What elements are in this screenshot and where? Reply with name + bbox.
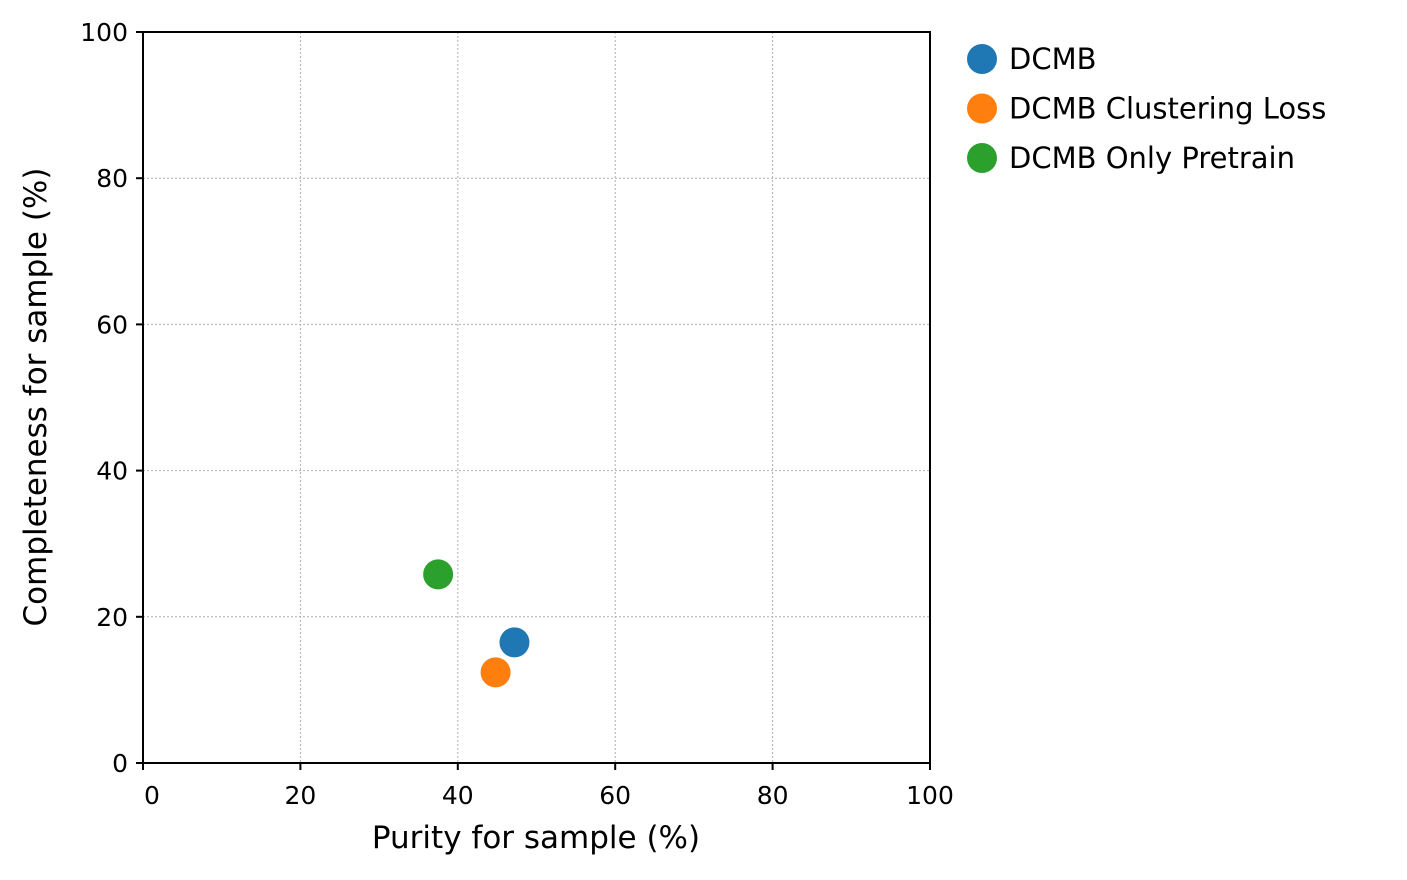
legend-label-dcmb-clustering-loss: DCMB Clustering Loss bbox=[1009, 92, 1326, 126]
legend-label-dcmb-only-pretrain: DCMB Only Pretrain bbox=[1009, 141, 1295, 175]
y-tick-label: 100 bbox=[80, 18, 128, 47]
x-axis-label: Purity for sample (%) bbox=[372, 820, 700, 856]
data-point-dcmb-clustering-loss bbox=[480, 657, 511, 688]
y-tick-label: 80 bbox=[96, 164, 128, 193]
legend-marker-dcmb-clustering-loss bbox=[967, 93, 997, 124]
x-tick-label: 100 bbox=[906, 781, 954, 810]
data-point-dcmb-only-pretrain bbox=[423, 559, 454, 590]
y-tick-label: 40 bbox=[96, 457, 128, 486]
plot-frame bbox=[142, 31, 931, 764]
legend: DCMB DCMB Clustering Loss DCMB Only Pretra… bbox=[967, 42, 1326, 175]
legend-marker-dcmb bbox=[967, 44, 997, 74]
data-points bbox=[423, 559, 530, 688]
legend-label-dcmb: DCMB bbox=[1009, 42, 1097, 76]
x-tick-label: 80 bbox=[757, 781, 789, 810]
x-tick-label: 0 bbox=[144, 781, 160, 810]
x-tick-label: 20 bbox=[284, 781, 316, 810]
legend-marker-dcmb-only-pretrain bbox=[967, 143, 997, 173]
grid-layer bbox=[143, 32, 930, 763]
y-tick-label: 60 bbox=[96, 310, 128, 339]
x-tick-label: 40 bbox=[442, 781, 474, 810]
x-tick-label: 60 bbox=[599, 781, 631, 810]
y-tick-label: 20 bbox=[96, 603, 128, 632]
y-tick-label: 0 bbox=[112, 749, 128, 778]
tick-layer: 0 20 40 60 80 100 0 20 40 60 80 100 bbox=[80, 18, 954, 810]
data-point-dcmb bbox=[499, 627, 530, 658]
y-axis-label: Completeness for sample (%) bbox=[18, 168, 54, 627]
